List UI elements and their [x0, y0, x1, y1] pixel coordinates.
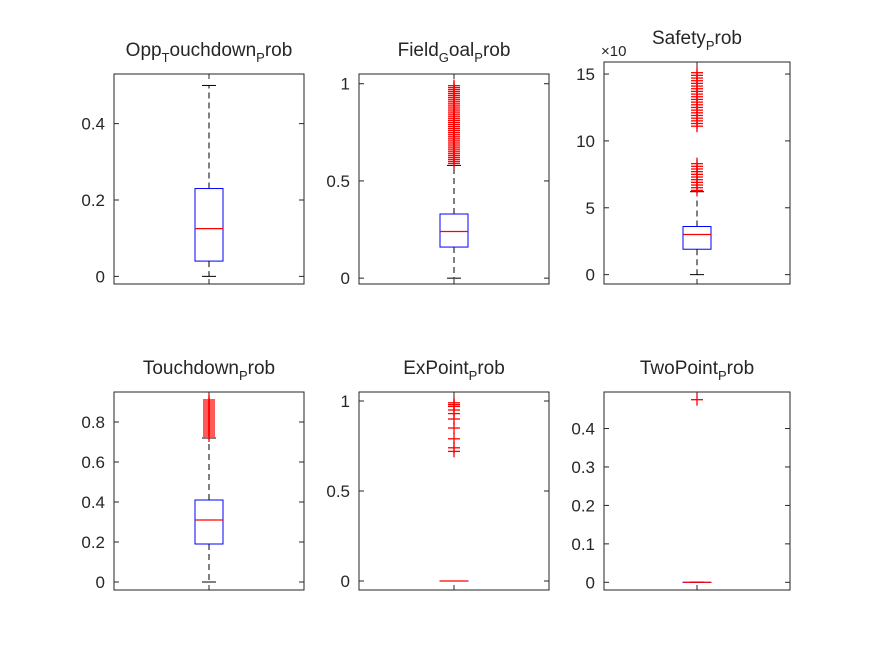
title-text: Field [398, 40, 439, 61]
subplot-5: 0 0.5 1 ExPointProb [326, 358, 550, 591]
ytick-label: 0.5 [326, 482, 350, 501]
axes-frame [603, 391, 791, 591]
ytick-label: 0 [96, 573, 105, 592]
ytick-label: 1 [341, 392, 350, 411]
title-text: rob [727, 358, 754, 379]
ytick-label: 0.5 [326, 172, 350, 191]
ytick-label: 0.4 [571, 420, 595, 439]
ytick-label: 10 [576, 132, 595, 151]
title-text: Opp [126, 40, 162, 61]
ytick-label: 0.4 [81, 493, 105, 512]
subplot-3: 0 5 10 15 ×10 SafetyProb [576, 28, 791, 285]
ytick-label: 0 [96, 267, 105, 286]
title-text: Touchdown [143, 358, 239, 379]
ytick-label: 0.6 [81, 453, 105, 472]
title-text: rob [715, 28, 742, 49]
title-text: Safety [652, 28, 706, 49]
title-text: ExPoint [403, 358, 469, 379]
ytick-label: 0 [341, 572, 350, 591]
title-text: rob [265, 40, 292, 61]
title-text: ouchdown [170, 40, 257, 61]
iqr-box [682, 225, 712, 250]
subplot-title: FieldGoalProb [398, 40, 511, 65]
outlier-point [448, 79, 460, 92]
subplot-title: OppTouchdownProb [126, 40, 293, 65]
iqr-box [194, 499, 224, 545]
ytick-label: 0 [586, 266, 595, 285]
ytick-label: 0.3 [571, 458, 595, 477]
title-text: rob [248, 358, 275, 379]
title-subscript: P [718, 368, 727, 383]
outlier-point [691, 66, 703, 79]
outlier-point [448, 396, 460, 409]
outlier-point [203, 394, 215, 406]
title-subscript: P [239, 368, 248, 383]
title-text: rob [483, 40, 510, 61]
title-subscript: T [162, 50, 170, 65]
title-subscript: P [469, 368, 478, 383]
outlier-point [691, 157, 703, 170]
title-subscript: P [256, 50, 265, 65]
title-subscript: G [439, 50, 449, 65]
exponent-label: ×10 [601, 43, 626, 60]
title-subscript: P [474, 50, 483, 65]
ytick-label: 0.2 [571, 496, 595, 515]
title-subscript: P [706, 38, 715, 53]
ytick-label: 0.1 [571, 535, 595, 554]
ytick-label: 1 [341, 75, 350, 94]
ytick-label: 0 [586, 573, 595, 592]
ytick-label: 5 [586, 199, 595, 218]
iqr-box [194, 188, 224, 262]
title-text: rob [477, 358, 504, 379]
subplot-title: ExPointProb [403, 358, 505, 383]
ytick-label: 0.8 [81, 413, 105, 432]
ytick-label: 0.4 [81, 115, 105, 134]
ytick-label: 0.2 [81, 191, 105, 210]
subplot-2: 0 0.5 1 FieldGoalProb [326, 40, 550, 288]
axes-frame [113, 73, 305, 285]
title-text: oal [449, 40, 474, 61]
subplot-6: 0 0.1 0.2 0.3 0.4 TwoPointProb [571, 358, 791, 592]
outlier-point [691, 393, 703, 406]
outlier-point [448, 432, 460, 445]
subplot-4: 0 0.2 0.4 0.6 0.8 TouchdownProb [81, 358, 305, 592]
subplot-title: TouchdownProb [143, 358, 275, 383]
ytick-label: 0.2 [81, 533, 105, 552]
subplot-title: TwoPointProb [640, 358, 754, 383]
ytick-label: 0 [341, 269, 350, 288]
title-text: TwoPoint [640, 358, 719, 379]
subplot-1: 0 0.2 0.4 OppTouchdownProb [81, 40, 305, 286]
ytick-label: 15 [576, 65, 595, 84]
iqr-box [439, 213, 469, 248]
subplot-title: SafetyProb [652, 28, 742, 53]
